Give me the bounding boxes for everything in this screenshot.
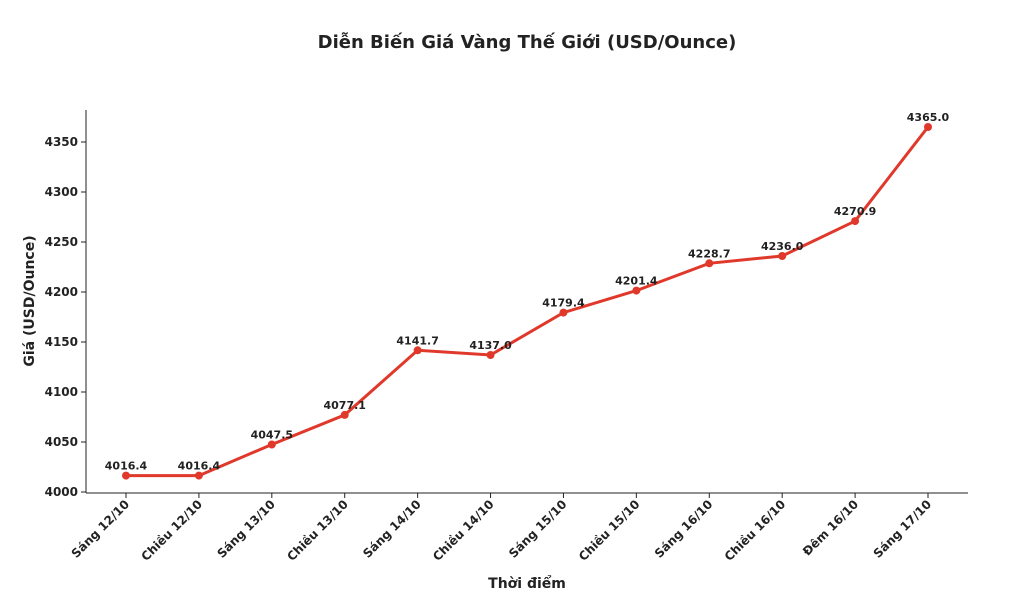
point: [559, 308, 568, 317]
y-tick-label: 4000: [45, 485, 78, 499]
value-label: 4016.4: [178, 460, 221, 473]
point: [778, 252, 787, 260]
y-tick-label: 4200: [45, 285, 78, 299]
point: [194, 471, 203, 480]
y-tick-label: 4300: [45, 185, 78, 199]
x-tick-label: Sáng 12/10: [69, 497, 133, 561]
x-tick-label: Sáng 17/10: [871, 497, 935, 561]
point: [413, 346, 422, 355]
value-label: 4016.4: [105, 460, 148, 473]
y-tick-label: 4250: [45, 235, 78, 249]
x-tick-label: Sáng 14/10: [360, 497, 424, 561]
value-label: 4077.1: [324, 399, 366, 412]
x-tick-label: Chiều 16/10: [722, 497, 789, 564]
x-tick-label: Chiều 12/10: [138, 497, 205, 564]
point: [122, 471, 130, 480]
line: [126, 126, 930, 478]
x-tick-label: Chiều 13/10: [284, 497, 351, 564]
point: [924, 123, 932, 131]
chart-title: Diễn Biến Giá Vàng Thế Giới (USD/Ounce): [318, 31, 737, 53]
value-label: 4201.4: [615, 275, 658, 288]
point: [340, 410, 349, 419]
value-label: 4047.5: [251, 429, 293, 442]
y-tick-label: 4350: [45, 135, 78, 149]
value-label: 4141.7: [396, 334, 438, 347]
value-label: 4270.9: [834, 205, 876, 218]
point: [486, 351, 495, 359]
x-tick-label: Sáng 15/10: [506, 497, 570, 561]
value-label: 4365.0: [907, 111, 950, 124]
x-tick-label: Sáng 16/10: [652, 497, 716, 561]
value-label: 4179.4: [542, 297, 585, 310]
x-tick-label: Đêm 16/10: [800, 497, 861, 558]
x-axis-label: Thời điểm: [488, 575, 566, 592]
y-tick-label: 4150: [45, 335, 78, 349]
point: [705, 259, 714, 268]
x-tick-label: Chiều 15/10: [576, 497, 643, 564]
y-tick-label: 4050: [45, 435, 78, 449]
point: [632, 286, 641, 295]
y-axis-label: Giá (USD/Ounce): [22, 235, 38, 366]
point: [267, 440, 276, 449]
x-tick-label: Chiều 14/10: [430, 497, 497, 564]
y-tick-label: 4100: [45, 385, 78, 399]
point: [851, 217, 860, 226]
value-label: 4236.0: [761, 240, 804, 253]
value-label: 4137.0: [469, 339, 512, 352]
value-label: 4228.7: [688, 247, 730, 260]
x-tick-label: Sáng 13/10: [214, 497, 278, 561]
